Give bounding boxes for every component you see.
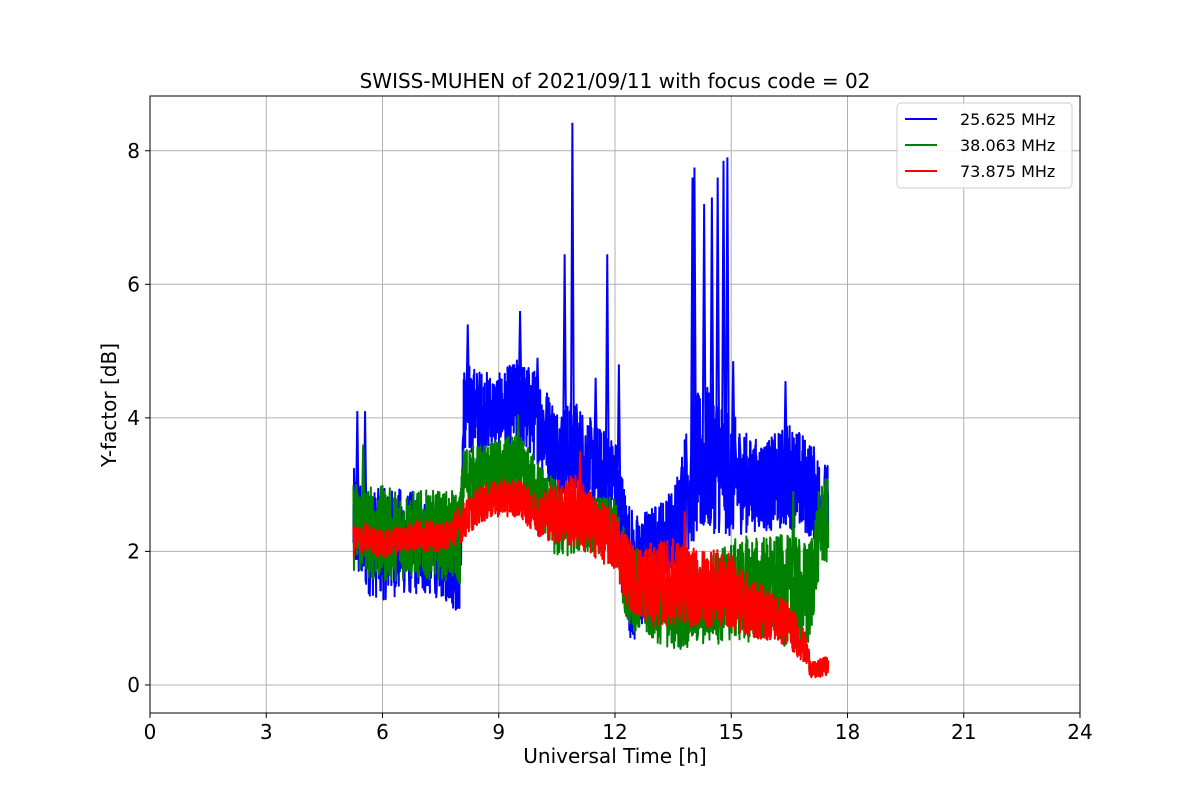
legend: 25.625 MHz 38.063 MHz 73.875 MHz: [896, 102, 1073, 189]
series-1: [352, 122, 830, 640]
series-spike: [715, 177, 721, 463]
y-tick-label: 4: [127, 406, 140, 430]
series-spike: [360, 444, 366, 530]
series-spike: [783, 381, 788, 477]
series-spike: [682, 511, 688, 586]
series-spike: [515, 414, 521, 472]
series-spike: [569, 122, 575, 452]
chart-title: SWISS-MUHEN of 2021/09/11 with focus cod…: [360, 69, 871, 93]
x-tick-label: 18: [835, 720, 860, 744]
x-tick-label: 15: [719, 720, 744, 744]
series-spike: [721, 160, 726, 468]
series-spike: [577, 451, 583, 515]
series-spike: [562, 254, 568, 452]
x-tick-label: 12: [602, 720, 627, 744]
series-spike: [730, 361, 736, 476]
series-spike: [724, 157, 730, 472]
series-layer: [352, 122, 830, 679]
x-tick-label: 21: [951, 720, 976, 744]
y-tick-label: 6: [127, 272, 140, 296]
x-tick-label: 9: [492, 720, 505, 744]
y-axis-label: Y-factor [dB]: [97, 343, 121, 468]
series-spike: [691, 167, 697, 470]
series-spike: [701, 204, 707, 464]
series-spike: [604, 254, 610, 476]
y-tick-label: 2: [127, 539, 140, 563]
series-spike: [709, 197, 715, 458]
x-tick-label: 24: [1067, 720, 1092, 744]
x-tick-label: 3: [260, 720, 273, 744]
legend-label: 25.625 MHz: [960, 110, 1055, 129]
series-spike: [517, 311, 523, 406]
series-spike: [465, 324, 471, 412]
legend-label: 38.063 MHz: [960, 136, 1055, 155]
series-spike: [593, 377, 599, 472]
legend-label: 73.875 MHz: [960, 162, 1055, 181]
y-tick-label: 8: [127, 139, 140, 163]
x-tick-label: 0: [144, 720, 157, 744]
series-spike: [790, 491, 796, 593]
series-spike: [616, 364, 622, 508]
x-tick-label: 6: [376, 720, 389, 744]
series-trace: [352, 475, 830, 679]
series-spike: [535, 357, 540, 418]
series-3: [352, 451, 830, 679]
y-tick-label: 0: [127, 673, 140, 697]
legend-box: [896, 102, 1073, 189]
x-axis-label: Universal Time [h]: [523, 744, 706, 768]
